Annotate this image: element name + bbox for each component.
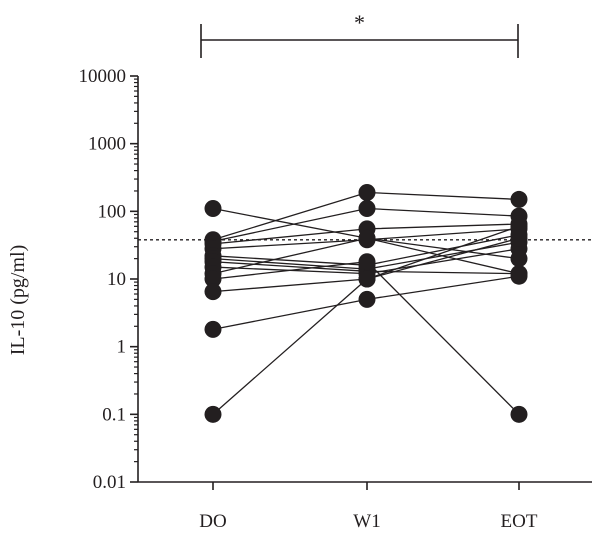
significance-label: * [354, 10, 365, 35]
x-ticks: DO W1 EOT [199, 482, 538, 532]
data-point [204, 320, 222, 338]
significance-bracket [200, 24, 519, 58]
y-tick-label: 10000 [79, 66, 127, 87]
data-point [510, 267, 528, 285]
y-tick-label: 0.01 [93, 472, 126, 493]
y-tick-label: 0.1 [102, 404, 126, 425]
x-tick-label-w1: W1 [353, 511, 380, 532]
y-ticks: 0.01 0.1 1 10 100 1000 10000 [79, 66, 138, 493]
data-point [510, 229, 528, 247]
subject-points [204, 183, 528, 423]
y-axis-title: IL-10 (pg/ml) [7, 245, 29, 356]
data-point [204, 200, 222, 218]
y-tick-label: 100 [98, 201, 127, 222]
data-point [358, 183, 376, 201]
data-point [358, 229, 376, 247]
data-point [510, 217, 528, 235]
x-tick-label-do: DO [199, 511, 226, 532]
y-tick-label: 1000 [88, 134, 126, 155]
data-point [358, 290, 376, 308]
data-point [358, 253, 376, 271]
x-tick-label-eot: EOT [501, 511, 538, 532]
data-point [204, 270, 222, 288]
data-point [204, 283, 222, 301]
y-tick-label: 10 [107, 269, 126, 290]
data-point [358, 270, 376, 288]
data-point [204, 405, 222, 423]
data-point [358, 200, 376, 218]
data-point [510, 190, 528, 208]
data-point [510, 405, 528, 423]
y-tick-label: 1 [117, 337, 127, 358]
data-point [510, 250, 528, 268]
